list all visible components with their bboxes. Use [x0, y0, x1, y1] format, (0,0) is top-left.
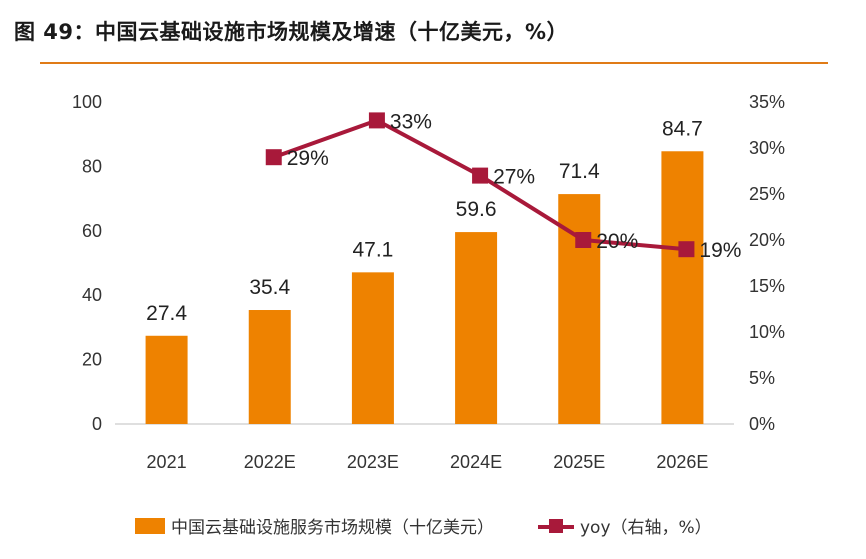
chart-legend: 中国云基础设施服务市场规模（十亿美元） yoy（右轴，%） [135, 513, 756, 538]
bar [351, 272, 394, 424]
figure-title: 图 49：中国云基础设施市场规模及增速（十亿美元，%） [14, 20, 569, 44]
bar-value-label: 47.1 [352, 238, 393, 261]
yoy-value-label: 27% [493, 166, 535, 189]
bar [248, 310, 291, 424]
bar [145, 335, 188, 424]
yoy-value-label: 33% [390, 110, 432, 133]
y-right-tick-label: 10% [749, 322, 785, 342]
y-left-tick-label: 0 [92, 414, 102, 434]
yoy-marker [575, 232, 592, 248]
x-tick-label: 2026E [656, 452, 708, 472]
bar [455, 232, 498, 424]
legend-line-swatch [538, 518, 574, 534]
bar-value-label: 71.4 [559, 160, 600, 183]
x-tick-label: 2021 [147, 452, 187, 472]
bar [661, 151, 704, 425]
yoy-marker [368, 112, 385, 129]
yoy-marker [265, 149, 282, 166]
y-right-tick-label: 30% [749, 138, 785, 158]
yoy-value-label: 19% [699, 239, 741, 262]
legend-line-label: yoy（右轴，%） [580, 518, 712, 538]
y-right-tick-label: 5% [749, 368, 775, 388]
y-right-tick-label: 0% [749, 414, 775, 434]
legend-item-line: yoy（右轴，%） [538, 513, 712, 538]
y-right-tick-label: 20% [749, 230, 785, 250]
y-left-tick-label: 40 [82, 285, 102, 305]
legend-item-bar: 中国云基础设施服务市场规模（十亿美元） [135, 513, 494, 538]
yoy-value-label: 29% [287, 147, 329, 170]
bar-value-label: 27.4 [146, 302, 187, 325]
x-tick-label: 2023E [347, 452, 399, 472]
y-right-tick-label: 15% [749, 276, 785, 296]
yoy-value-label: 20% [596, 230, 638, 253]
legend-bar-label: 中国云基础设施服务市场规模（十亿美元） [171, 518, 494, 538]
bar-value-label: 35.4 [249, 276, 290, 299]
title-rule [40, 62, 828, 64]
x-tick-label: 2025E [553, 452, 605, 472]
y-left-tick-label: 100 [72, 92, 102, 112]
y-left-tick-label: 20 [82, 350, 102, 370]
x-tick-label: 2022E [244, 452, 296, 472]
yoy-marker [472, 167, 489, 184]
y-right-tick-label: 25% [749, 184, 785, 204]
bar-value-label: 59.6 [456, 198, 497, 221]
y-left-tick-label: 80 [82, 156, 102, 176]
yoy-marker [678, 241, 695, 258]
legend-bar-swatch [135, 517, 165, 534]
bar-value-label: 84.7 [662, 117, 703, 140]
y-right-tick-label: 35% [749, 92, 785, 112]
y-left-tick-label: 60 [82, 221, 102, 241]
x-tick-label: 2024E [450, 452, 502, 472]
